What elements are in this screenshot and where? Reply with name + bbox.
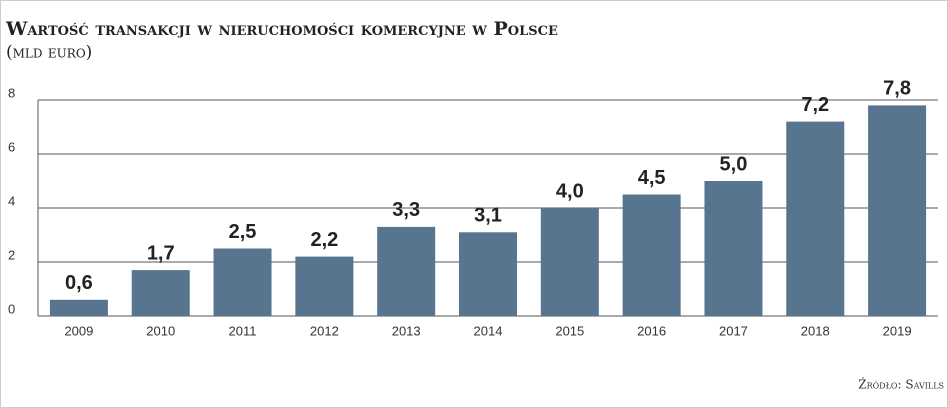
value-label: 3,3 [392,199,420,221]
x-tick-label: 2017 [719,323,748,338]
bar [295,256,354,316]
chart-title: Wartość transakcji w nieruchomości komer… [5,18,558,40]
x-tick-label: 2012 [310,323,339,338]
x-tick-label: 2011 [229,323,257,338]
value-label: 7,2 [801,94,829,116]
y-tick-label: 8 [8,85,15,100]
x-tick-label: 2009 [64,323,93,338]
bar [459,232,517,316]
x-tick-label: 2015 [555,323,584,338]
bar [213,248,272,316]
value-label: 2,5 [229,221,257,243]
value-label: 7,8 [883,78,911,100]
bar [868,105,927,317]
x-tick-label: 2018 [801,323,830,338]
value-label: 5,0 [720,153,748,175]
value-label: 2,2 [310,229,338,251]
bar [131,270,190,316]
y-tick-label: 4 [8,193,15,208]
chart-subtitle: (mld euro) [6,43,92,63]
y-tick-label: 6 [8,139,15,154]
bar [622,194,681,316]
bar [540,208,599,316]
value-label: 3,1 [474,205,502,227]
y-tick-label: 0 [8,301,15,316]
value-label: 4,0 [556,180,584,202]
bar [377,226,436,316]
x-tick-label: 2014 [474,323,503,338]
value-label: 4,5 [638,167,666,189]
value-label: 1,7 [147,242,175,264]
bar [704,181,763,316]
bar [49,299,108,316]
bar [786,121,845,316]
x-tick-label: 2019 [883,323,912,338]
y-tick-label: 2 [8,247,15,262]
x-tick-label: 2010 [146,323,175,338]
x-tick-label: 2016 [637,323,666,338]
x-tick-label: 2013 [392,323,421,338]
source: Źródło: Savills [858,377,944,392]
value-label: 0,6 [65,272,93,294]
